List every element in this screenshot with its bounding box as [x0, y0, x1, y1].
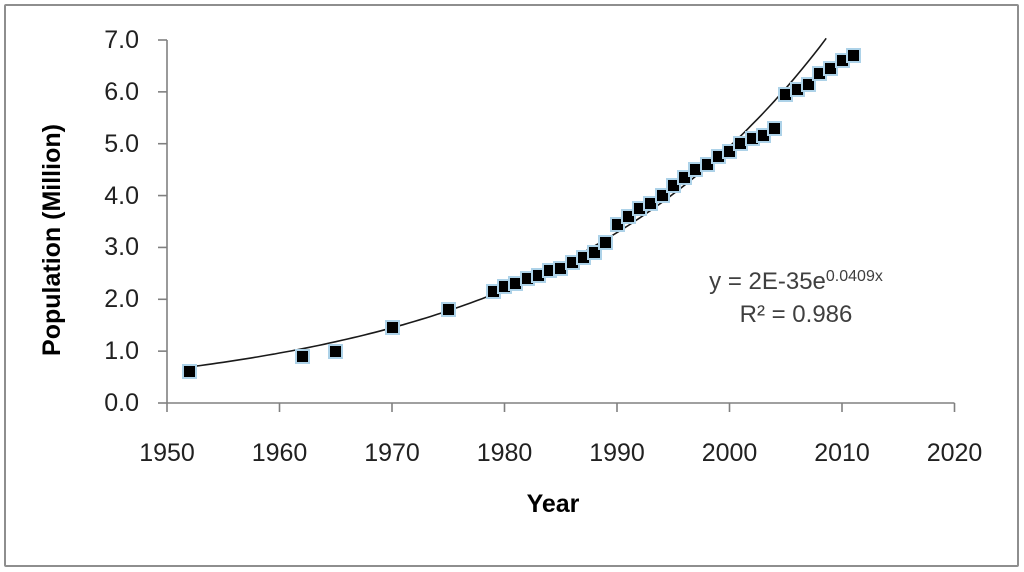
trendline-equation: y = 2E-35e0.0409x R² = 0.986: [709, 265, 883, 331]
trendline-r-squared: R² = 0.986: [739, 301, 853, 328]
trendline-equation-line: y = 2E-35e0.0409x: [709, 268, 883, 295]
x-tick-label: 1950: [139, 439, 195, 467]
data-point-marker: [440, 302, 456, 318]
x-axis-title: Year: [526, 490, 580, 518]
y-tick-label: 2.0: [104, 285, 139, 314]
x-tick-label: 2010: [814, 439, 870, 467]
x-tick-label: 2020: [926, 439, 983, 467]
x-tick-label: 1960: [251, 439, 308, 467]
y-tick-label: 1.0: [104, 337, 139, 366]
data-point-marker: [845, 48, 861, 64]
data-point-marker: [767, 120, 782, 136]
data-point-marker: [182, 364, 197, 380]
x-tick-label: 1980: [476, 439, 533, 467]
x-tick-label: 1990: [589, 439, 645, 467]
trendline-equation-exponent: 0.0409x: [825, 268, 883, 285]
y-tick-label: 7.0: [104, 26, 139, 54]
data-point-marker: [598, 234, 614, 250]
x-tick-label: 2000: [701, 439, 758, 467]
y-tick-label: 5.0: [104, 129, 139, 158]
data-point-marker: [384, 320, 400, 336]
y-tick-label: 0.0: [104, 389, 139, 417]
data-point-marker: [328, 343, 344, 359]
y-tick-label: 3.0: [104, 233, 139, 262]
data-point-marker: [294, 348, 310, 364]
y-tick-label: 6.0: [104, 77, 139, 106]
y-tick-label: 4.0: [104, 181, 139, 210]
x-tick-label: 1970: [364, 439, 420, 467]
